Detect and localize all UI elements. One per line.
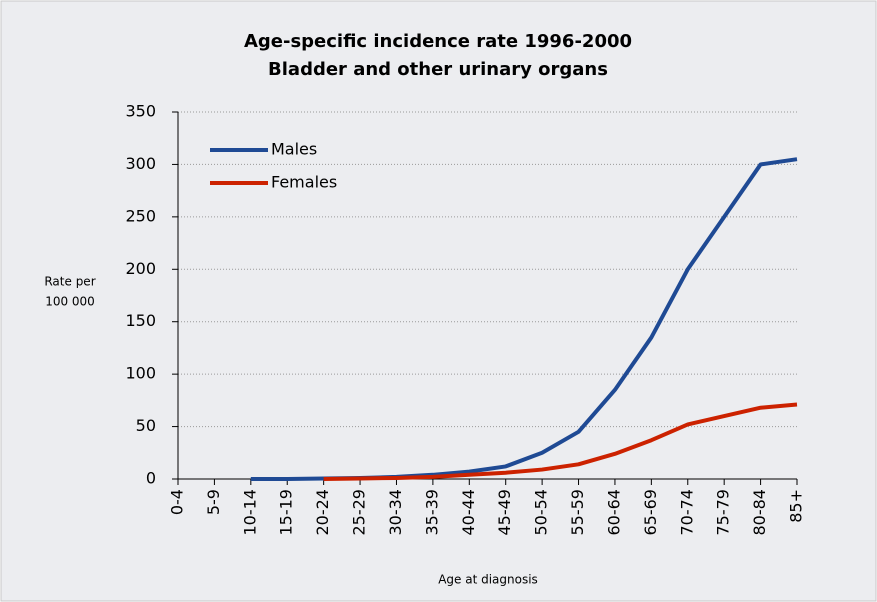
y-axis-label: Rate per [44, 275, 95, 289]
y-tick-label: 200 [125, 259, 156, 278]
x-tick-label: 50-54 [532, 489, 551, 536]
x-tick-label: 60-64 [604, 489, 623, 536]
x-tick-label: 75-79 [714, 489, 733, 536]
x-tick-label: 80-84 [750, 489, 769, 536]
y-tick-label: 250 [125, 206, 156, 225]
x-tick-label: 5-9 [204, 489, 223, 515]
legend-label: Males [271, 140, 317, 159]
x-tick-label: 70-74 [677, 489, 696, 536]
line-series [323, 402, 798, 481]
x-tick-label: 10-14 [240, 489, 259, 536]
y-tick-label: 300 [125, 154, 156, 173]
y-tick-label: 0 [146, 469, 156, 488]
y-tick-label: 350 [125, 102, 156, 121]
chart-title: Age-specific incidence rate 1996-2000 [244, 31, 632, 52]
y-tick-label: 150 [125, 311, 156, 330]
x-tick-label: 45-49 [495, 489, 514, 536]
x-tick-label: 65-69 [641, 489, 660, 536]
y-tick-label: 100 [125, 364, 156, 383]
chart-subtitle: Bladder and other urinary organs [268, 59, 608, 80]
x-tick-label: 25-29 [350, 489, 369, 536]
x-tick-label: 0-4 [168, 489, 187, 515]
y-tick-label: 50 [136, 416, 156, 435]
y-axis-label: 100 000 [45, 295, 95, 309]
x-axis-label: Age at diagnosis [438, 573, 538, 587]
legend-label: Females [271, 173, 337, 192]
x-tick-label: 55-59 [568, 489, 587, 536]
x-tick-label: 30-34 [386, 489, 405, 536]
x-tick-label: 85+ [787, 489, 806, 523]
x-tick-label: 20-24 [313, 489, 332, 536]
x-tick-label: 15-19 [277, 489, 296, 536]
x-tick-label: 35-39 [422, 489, 441, 536]
x-tick-label: 40-44 [459, 489, 478, 536]
